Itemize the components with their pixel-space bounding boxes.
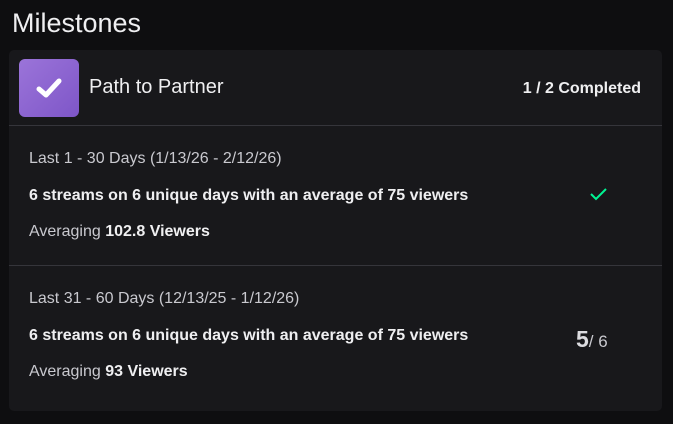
period-label: Last 1 - 30 Days (1/13/26 - 2/12/26)	[29, 150, 282, 167]
milestone-name: Path to Partner	[89, 76, 224, 98]
period-label: Last 31 - 60 Days (12/13/25 - 1/12/26)	[29, 290, 300, 307]
progress-total: / 6	[588, 332, 608, 351]
average-prefix: Averaging	[29, 223, 101, 240]
milestone-card: Path to Partner 1 / 2 Completed Last 1 -…	[9, 50, 662, 411]
check-icon	[590, 188, 607, 201]
milestone-row: Last 31 - 60 Days (12/13/25 - 1/12/26) 6…	[9, 266, 662, 412]
page-title: Milestones	[12, 8, 142, 38]
milestone-badge-icon	[19, 59, 79, 117]
goal-text: 6 streams on 6 unique days with an avera…	[29, 187, 469, 204]
average-prefix: Averaging	[29, 363, 101, 380]
checkmark-icon	[36, 78, 62, 98]
average-text: Averaging 93 Viewers	[29, 363, 188, 381]
completion-status: 1 / 2 Completed	[522, 80, 641, 97]
progress-count: 5/ 6	[576, 326, 608, 353]
average-value: 102.8 Viewers	[105, 223, 210, 240]
goal-text: 6 streams on 6 unique days with an avera…	[29, 327, 469, 344]
milestone-header: Path to Partner 1 / 2 Completed	[9, 50, 662, 126]
average-value: 93 Viewers	[105, 363, 188, 380]
milestone-row: Last 1 - 30 Days (1/13/26 - 2/12/26) 6 s…	[9, 126, 662, 266]
progress-current: 5	[576, 326, 589, 352]
average-text: Averaging 102.8 Viewers	[29, 223, 210, 241]
